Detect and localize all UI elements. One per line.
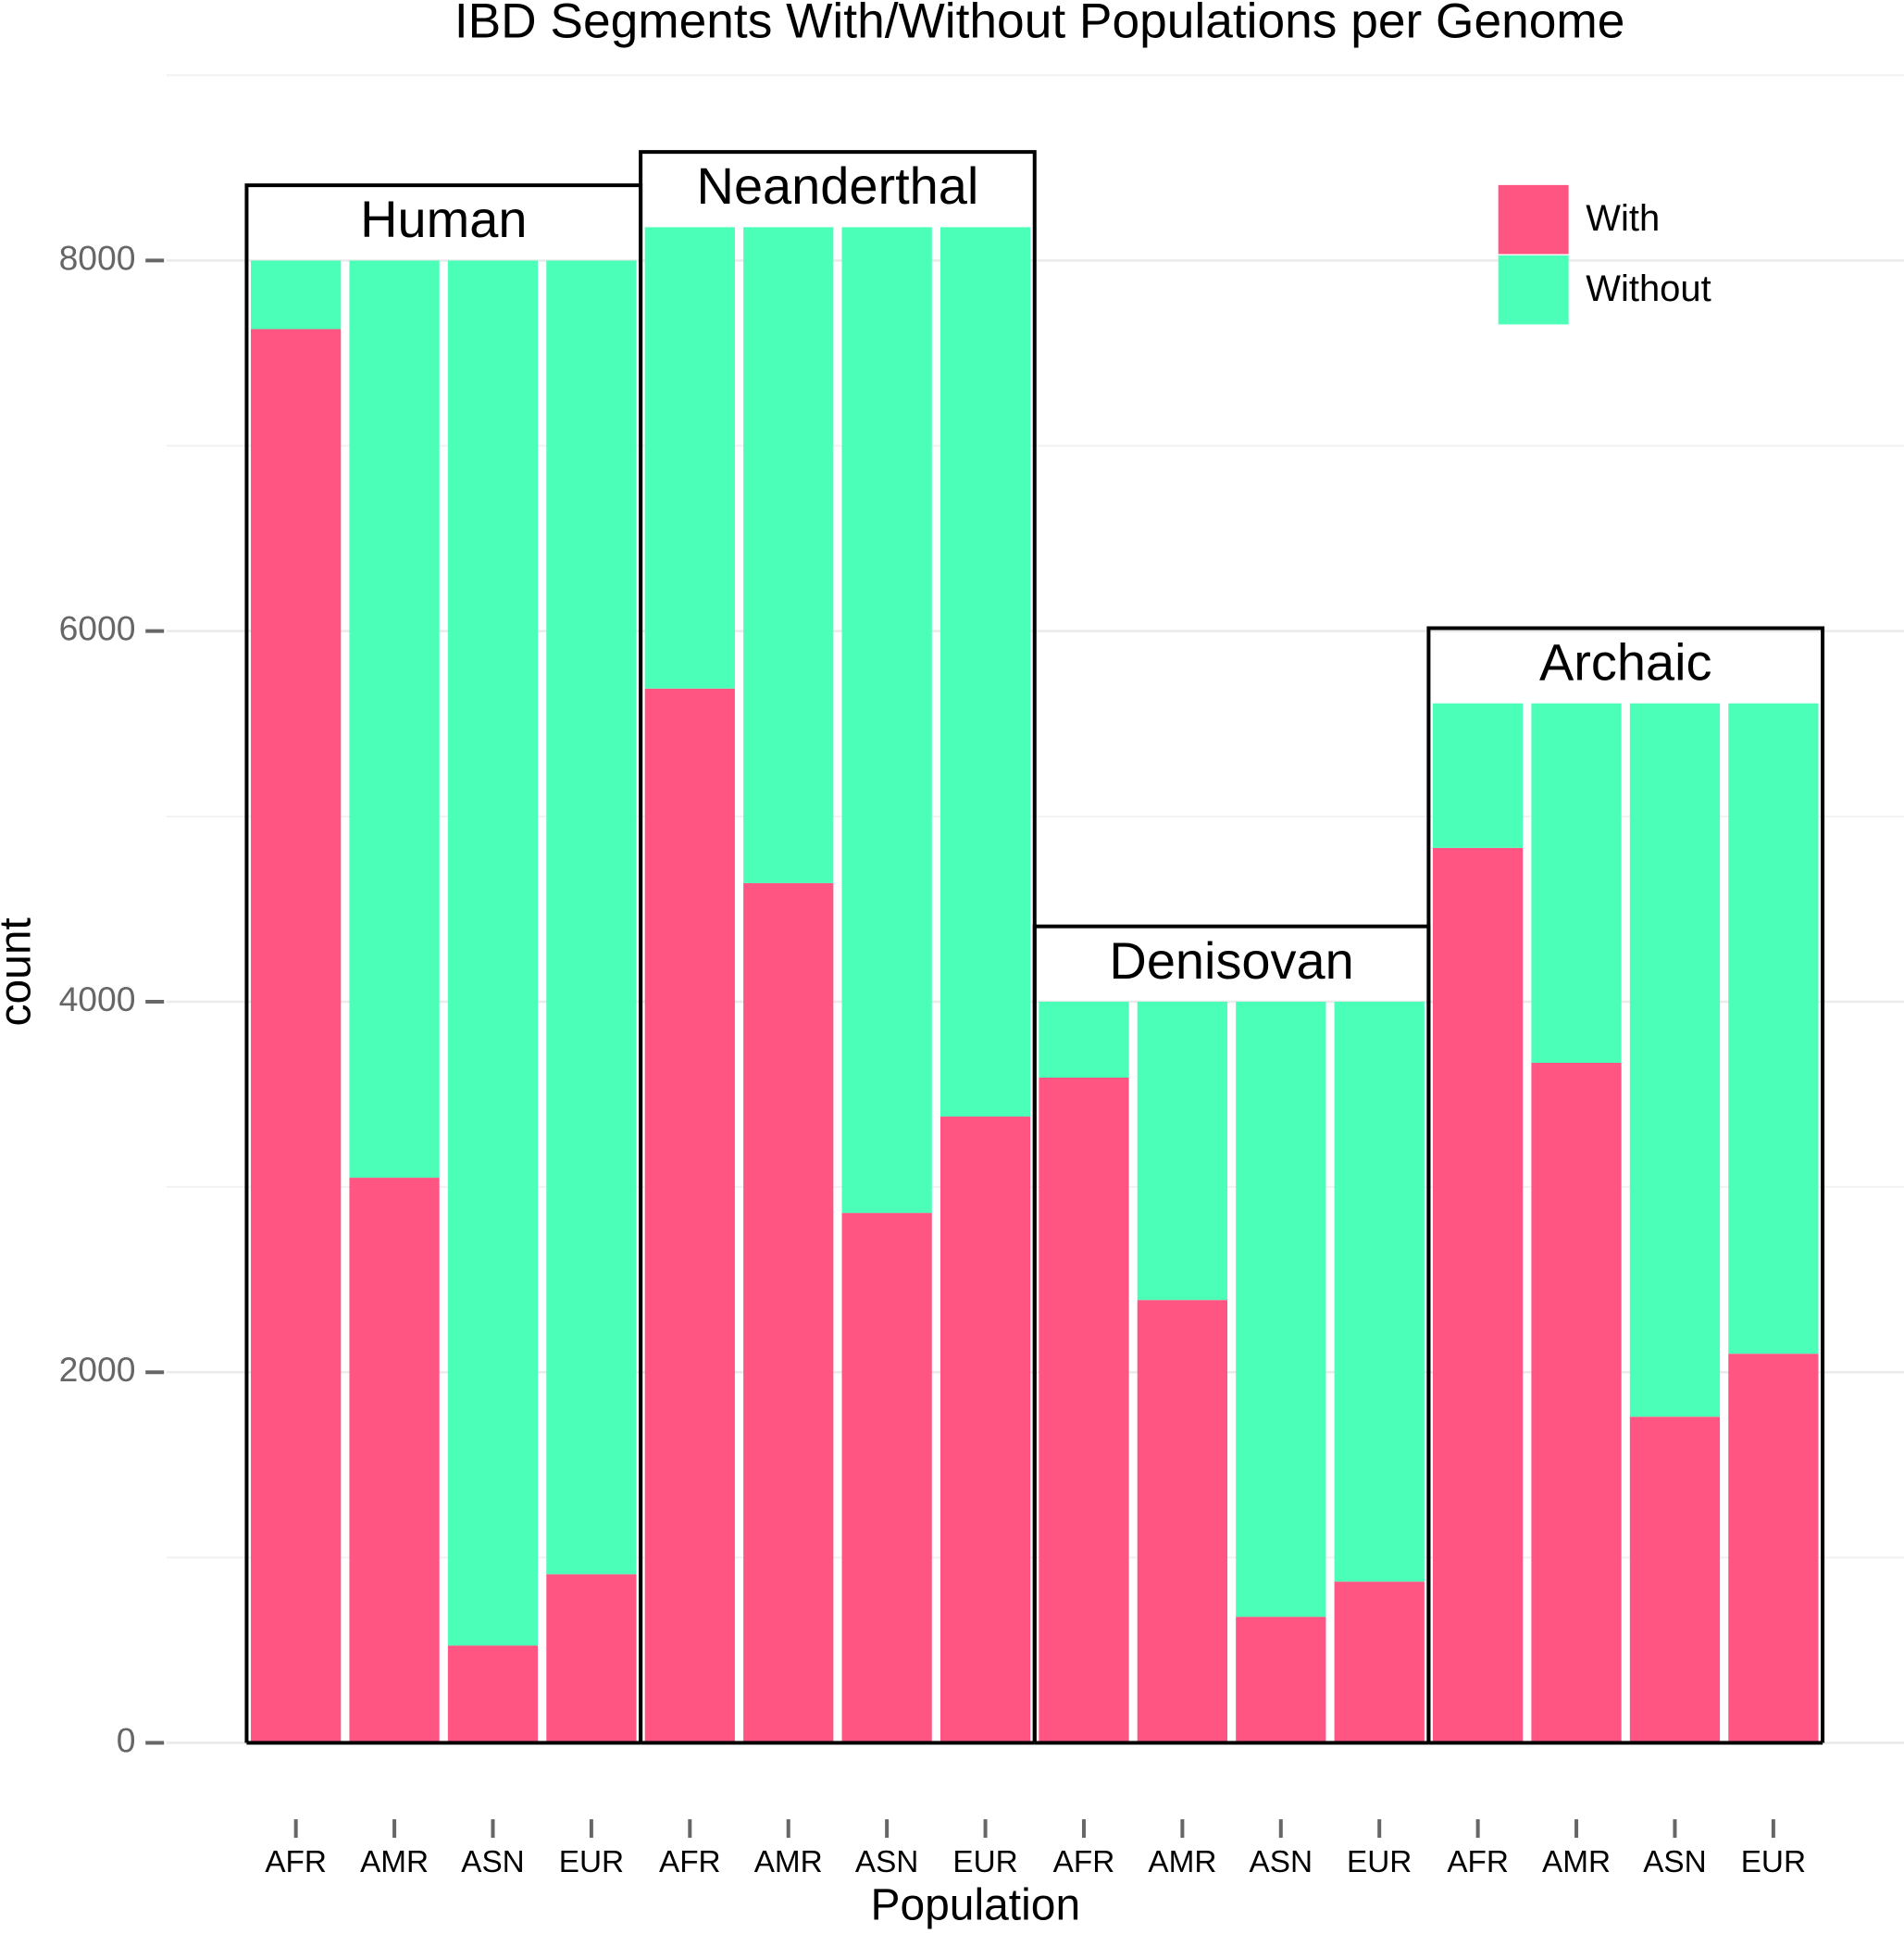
x-tick-label: AMR — [360, 1845, 429, 1879]
chart-title: IBD Segments With/Without Populations pe… — [454, 0, 1625, 49]
bar-segment — [1039, 1078, 1129, 1743]
bar-segment — [1137, 1300, 1228, 1743]
bar-segment — [1236, 1616, 1326, 1743]
bar-segment — [1039, 1001, 1129, 1079]
group-frame — [1426, 626, 1825, 1743]
x-tick-label: AFR — [659, 1845, 721, 1879]
y-tick-label: 8000 — [59, 238, 136, 277]
group-label: Neanderthal — [697, 156, 979, 215]
bar-segment — [251, 260, 342, 330]
x-tick-label: EUR — [1741, 1845, 1806, 1879]
y-tick-label: 4000 — [59, 979, 136, 1018]
x-tick-label: AFR — [1447, 1845, 1509, 1879]
bar-segment — [1334, 1001, 1425, 1582]
bar-segment — [1137, 1001, 1228, 1301]
bar-segment — [349, 260, 440, 1179]
group-label: Denisovan — [1109, 931, 1353, 990]
y-axis-title: count — [0, 917, 41, 1026]
bar-segment — [644, 688, 735, 1743]
y-tick-label: 2000 — [59, 1350, 136, 1389]
legend-swatch — [1498, 255, 1569, 325]
x-tick-label: ASN — [461, 1845, 524, 1879]
x-tick-label: AFR — [265, 1845, 327, 1879]
bar-segment — [1432, 703, 1524, 848]
bar-segment — [940, 227, 1031, 1117]
bar-segment — [841, 1213, 932, 1743]
x-tick-label: AMR — [1542, 1845, 1611, 1879]
x-tick-label: AMR — [754, 1845, 823, 1879]
bar-segment — [644, 227, 735, 689]
bar-segment — [1728, 703, 1819, 1354]
bar-segment — [1236, 1001, 1326, 1617]
bar-segment — [1531, 1062, 1622, 1743]
bar-segment — [1629, 1416, 1721, 1743]
bar-segment — [546, 1574, 637, 1743]
legend-swatch — [1498, 184, 1569, 255]
bar-segment — [546, 260, 637, 1575]
x-tick-label: ASN — [855, 1845, 918, 1879]
y-tick-label: 0 — [117, 1720, 136, 1759]
bar-segment — [1531, 703, 1622, 1063]
x-tick-label: AMR — [1148, 1845, 1216, 1879]
bar-segment — [447, 260, 539, 1646]
legend-label: Without — [1586, 268, 1711, 309]
x-tick-label: EUR — [559, 1845, 624, 1879]
x-tick-label: ASN — [1250, 1845, 1313, 1879]
y-tick-label: 6000 — [59, 609, 136, 648]
bar-segment — [940, 1117, 1031, 1743]
bar-segment — [251, 329, 342, 1743]
bar-segment — [1629, 703, 1721, 1417]
x-axis-title: Population — [870, 1881, 1080, 1930]
bar-segment — [349, 1178, 440, 1743]
bar-segment — [1728, 1354, 1819, 1743]
x-tick-label: EUR — [952, 1845, 1017, 1879]
x-tick-label: ASN — [1643, 1845, 1706, 1879]
bar-segment — [447, 1645, 539, 1743]
bar-segment — [841, 227, 932, 1214]
legend-label: With — [1586, 198, 1660, 239]
group-label: Archaic — [1539, 633, 1712, 692]
x-tick-label: AFR — [1053, 1845, 1115, 1879]
group-label: Human — [360, 190, 527, 248]
x-tick-label: EUR — [1347, 1845, 1412, 1879]
bar-segment — [1432, 847, 1524, 1743]
bar-segment — [743, 227, 834, 883]
bar-segment — [1334, 1581, 1425, 1743]
bar-segment — [743, 882, 834, 1743]
